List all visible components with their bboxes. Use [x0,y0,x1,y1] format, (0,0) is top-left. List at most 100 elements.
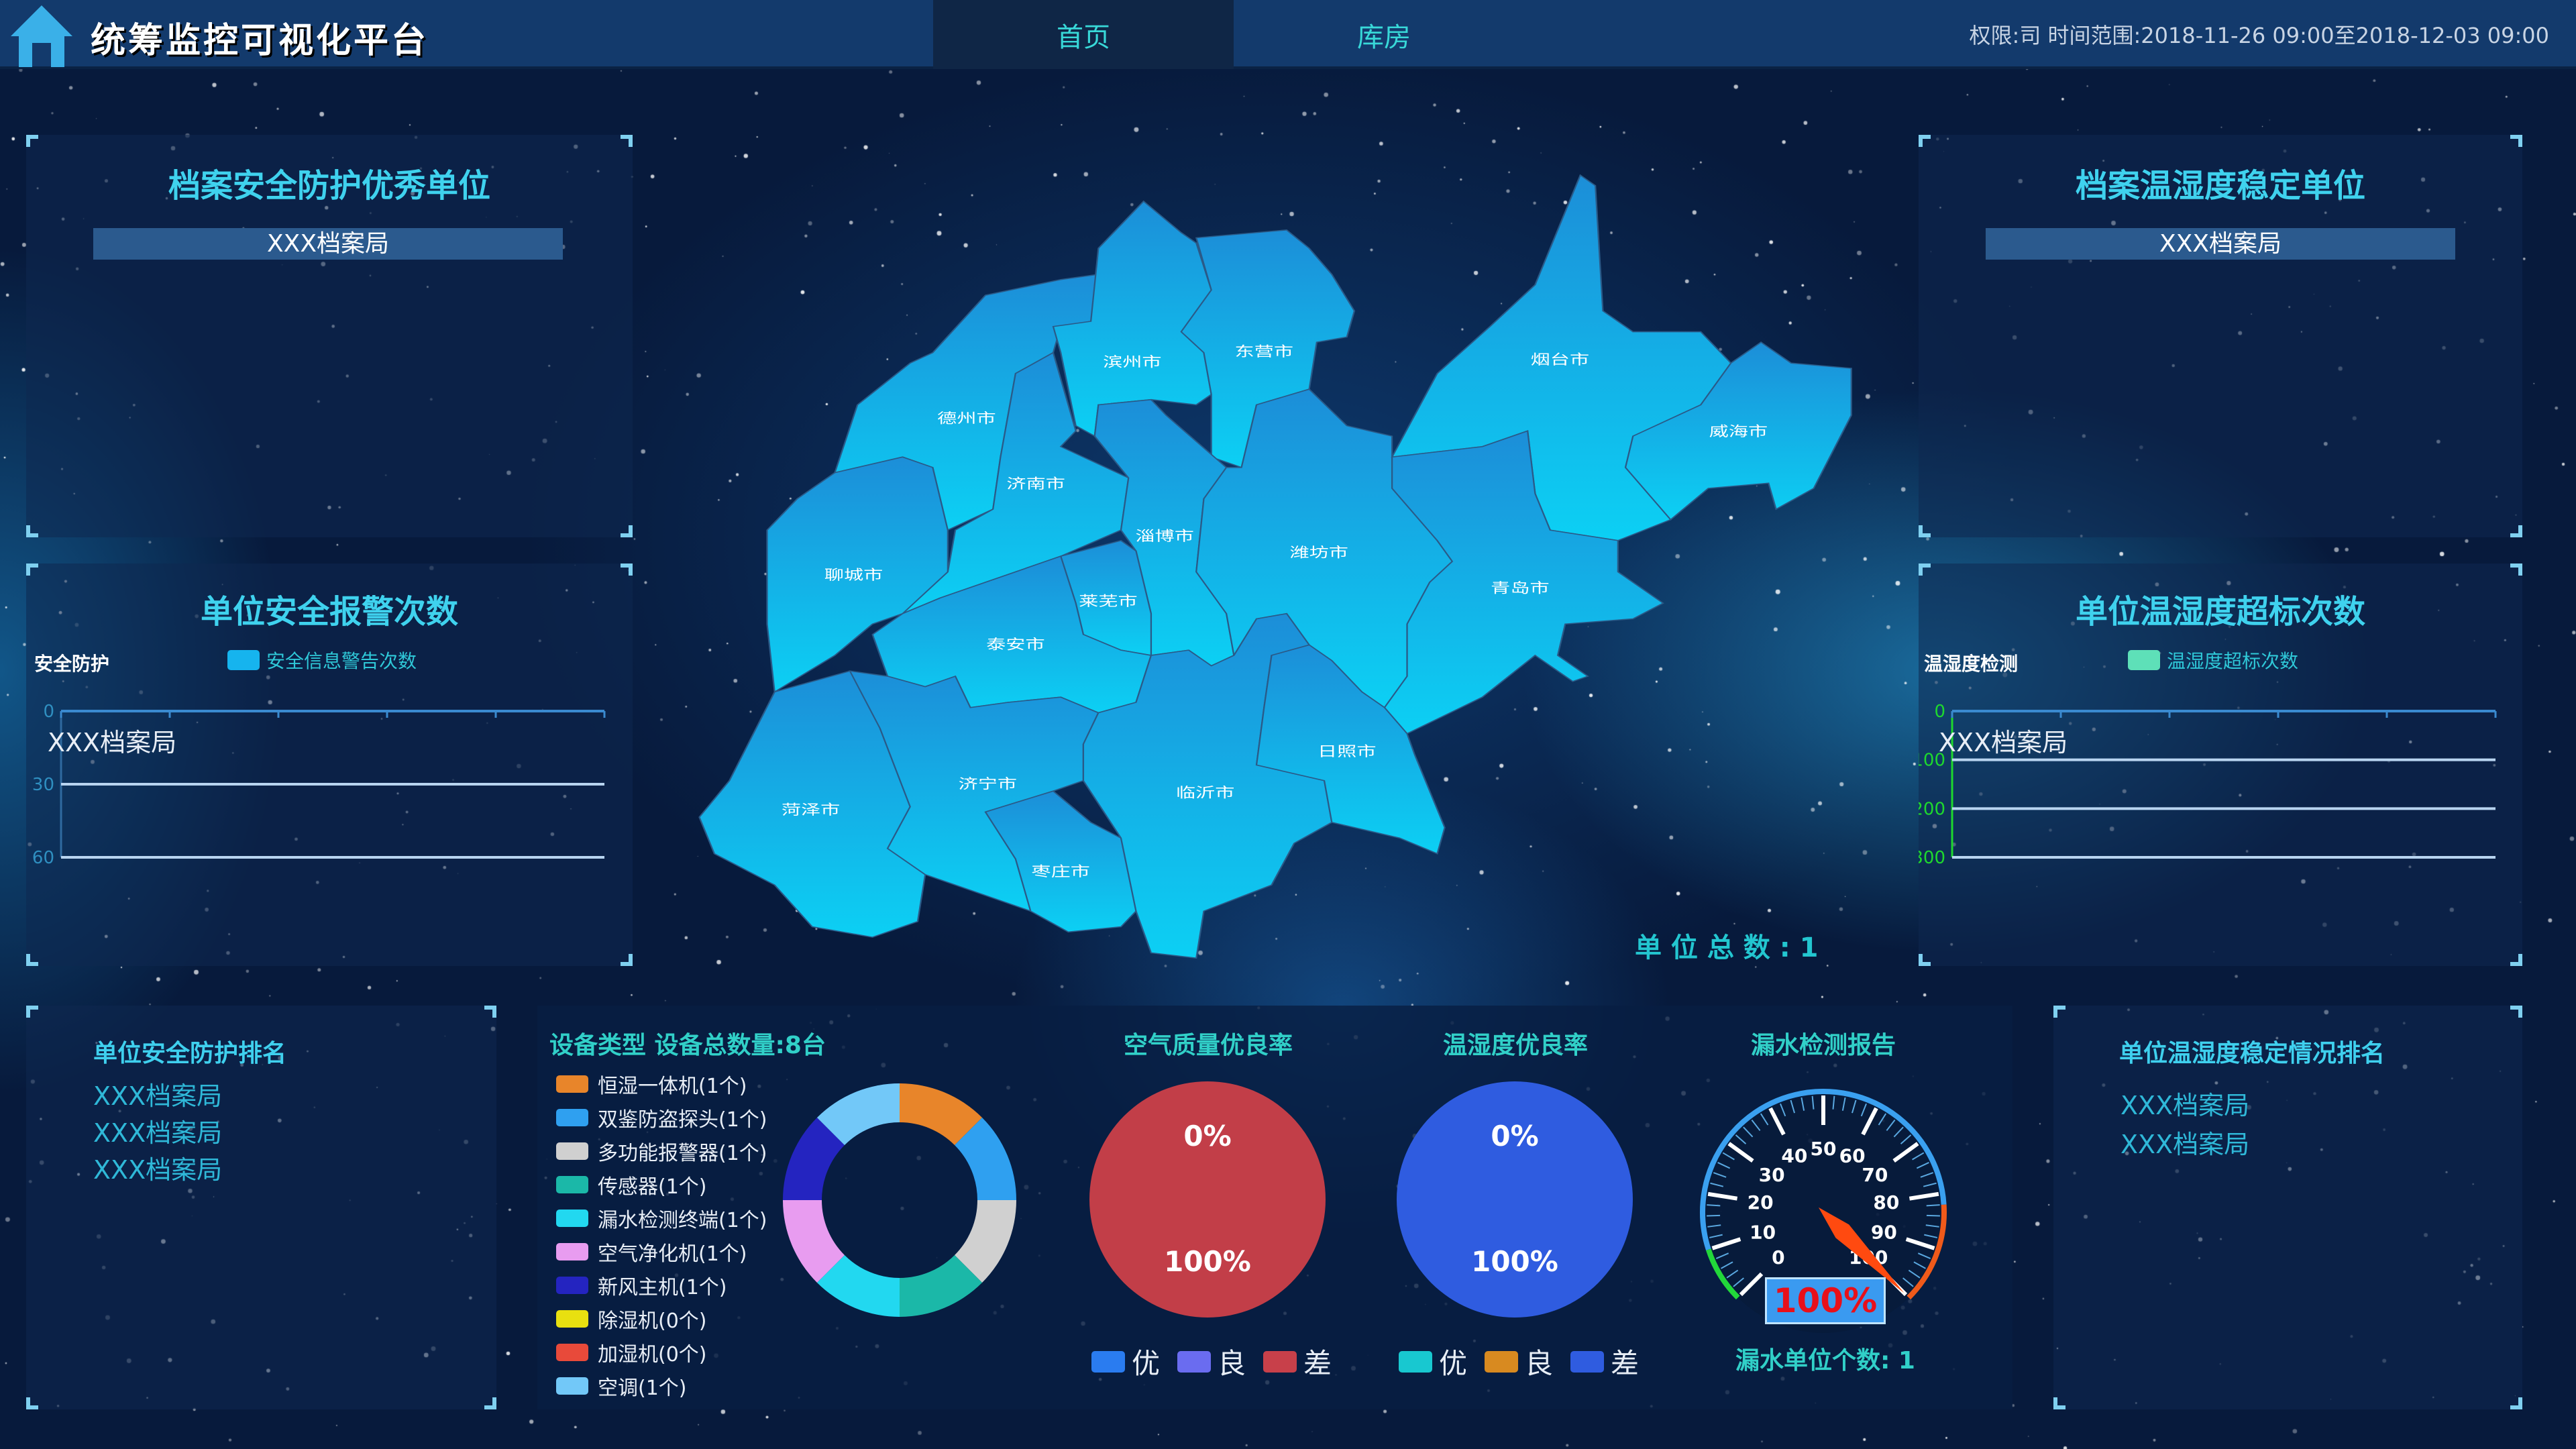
gauge-tick [1902,1277,1914,1287]
map-region[interactable] [1624,341,1852,521]
gauge-tick [1913,1261,1926,1269]
unit-total: 单 位 总 数 : 1 [1635,932,1819,963]
chart-legend[interactable]: 安全信息警告次数 [227,647,417,674]
device-legend-item[interactable]: 新风主机(1个) [556,1269,767,1302]
unit-name: XXX档案局 [1986,228,2455,260]
device-legend-item[interactable]: 漏水检测终端(1个) [556,1201,767,1235]
rank-item[interactable]: XXX档案局 [2121,1091,2250,1120]
rank-item[interactable]: XXX档案局 [93,1155,223,1185]
leak-count: 漏水单位个数: 1 [1735,1347,1915,1375]
gauge-tick [1900,1134,1912,1144]
legend-swatch [2128,650,2160,670]
donut-segment[interactable] [900,1083,983,1145]
rank-item[interactable]: XXX档案局 [93,1081,223,1111]
city-label: 日照市 [1318,744,1377,759]
legend-swatch[interactable] [1570,1350,1605,1373]
legend-swatch[interactable] [1177,1350,1212,1373]
temp-quality-legend: 优良差 [1381,1341,1639,1382]
donut-segment[interactable] [783,1117,845,1200]
y-axis-title: 温湿度检测 [1924,653,2019,675]
city-label: 淄博市 [1135,528,1194,543]
unit-name: XXX档案局 [93,228,563,260]
device-legend-item[interactable]: 加湿机(0个) [556,1336,767,1369]
alarm-count-panel: 单位安全报警次数 安全防护 安全信息警告次数 0 30 60 XXX档案局 [26,564,633,966]
gauge-tick [1920,1172,1934,1178]
gauge-tick [1905,1237,1935,1250]
map-region[interactable] [849,670,1099,912]
x-category-label: XXX档案局 [48,728,176,757]
gauge-tick [1715,1252,1729,1260]
device-legend-item[interactable]: 空气净化机(1个) [556,1235,767,1269]
device-legend-item[interactable]: 双鉴防盗探头(1个) [556,1101,767,1134]
device-legend-item[interactable]: 除湿机(0个) [556,1302,767,1336]
legend-swatch [556,1176,588,1193]
map-region[interactable] [766,456,949,694]
air-quality-pie[interactable] [1089,1081,1326,1318]
donut-segment[interactable] [955,1200,1016,1283]
gauge-tick [1909,1191,1939,1201]
legend-label[interactable]: 优 [1439,1347,1468,1380]
gauge-tick-label: 40 [1781,1144,1807,1167]
y-tick-label: 100 [1919,751,1945,771]
panel-title: 档案安全防护优秀单位 [168,167,490,205]
city-label: 菏泽市 [782,802,841,818]
gauge-tick [1811,1095,1815,1110]
legend-swatch [556,1277,588,1294]
rank-list: XXX档案局 XXX档案局 [2121,1085,2249,1163]
city-label: 枣庄市 [1031,864,1090,879]
donut-segment[interactable] [783,1200,845,1283]
legend-swatch [556,1243,588,1260]
temp-quality-pie[interactable] [1397,1081,1633,1318]
map-region[interactable] [1383,430,1664,735]
gauge-tick [1713,1172,1727,1178]
legend-label[interactable]: 差 [1303,1347,1332,1380]
gauge-tick [1707,1224,1721,1228]
legend-label[interactable]: 良 [1525,1347,1554,1380]
legend-label[interactable]: 优 [1132,1347,1161,1380]
legend-swatch[interactable] [1263,1350,1297,1373]
tab-storage[interactable]: 库房 [1357,21,1411,53]
map-region[interactable] [984,790,1137,933]
legend-label[interactable]: 良 [1218,1347,1246,1380]
rank-item[interactable]: XXX档案局 [93,1118,223,1148]
city-label: 济南市 [1006,476,1065,491]
device-legend-item[interactable]: 恒湿一体机(1个) [556,1067,767,1101]
y-tick-label: 200 [1919,799,1945,819]
gauge-tick [1790,1099,1795,1114]
city-label: 滨州市 [1103,354,1162,370]
donut-segment[interactable] [816,1083,900,1145]
pie-label-top: 0% [1183,1120,1232,1152]
air-quality-legend: 优良差 [1074,1341,1332,1382]
panel-title: 单位安全报警次数 [200,593,458,631]
tab-home[interactable]: 首页 [933,0,1234,69]
legend-label[interactable]: 差 [1611,1347,1640,1380]
device-legend-item[interactable]: 多功能报警器(1个) [556,1134,767,1168]
city-label: 聊城市 [824,568,883,583]
legend-label: 加湿机(0个) [598,1343,707,1366]
legend-swatch[interactable] [1399,1350,1432,1373]
donut-segment[interactable] [900,1255,983,1317]
rank-item[interactable]: XXX档案局 [2121,1130,2250,1159]
map-region[interactable] [1255,644,1446,855]
legend-swatch[interactable] [1485,1350,1519,1373]
legend-label: 双鉴防盗探头(1个) [598,1108,767,1132]
panel-title: 单位温湿度超标次数 [2075,593,2365,631]
donut-segment[interactable] [955,1117,1016,1200]
city-label: 济宁市 [959,776,1018,792]
home-icon[interactable] [8,3,75,67]
gauge-tick-label: 90 [1871,1221,1897,1243]
humidity-bar-chart: 0 100 200 300 XXX档案局 [1919,702,2497,868]
donut-segment[interactable] [816,1255,900,1317]
gauge-tick [1710,1182,1724,1187]
y-axis-title: 安全防护 [34,653,110,675]
legend-swatch[interactable] [1091,1350,1125,1373]
device-legend-item[interactable]: 传感器(1个) [556,1168,767,1201]
map-region[interactable] [1052,200,1212,437]
gauge-tick [1707,1191,1738,1201]
panel-title: 档案温湿度稳定单位 [2075,167,2365,205]
alarm-bar-chart: 0 30 60 XXX档案局 [32,702,606,868]
gauge-tick [1768,1107,1786,1136]
chart-legend[interactable]: 温湿度超标次数 [2128,647,2298,674]
device-legend-item[interactable]: 空调(1个) [556,1369,767,1403]
gauge-tick [1892,1142,1919,1163]
